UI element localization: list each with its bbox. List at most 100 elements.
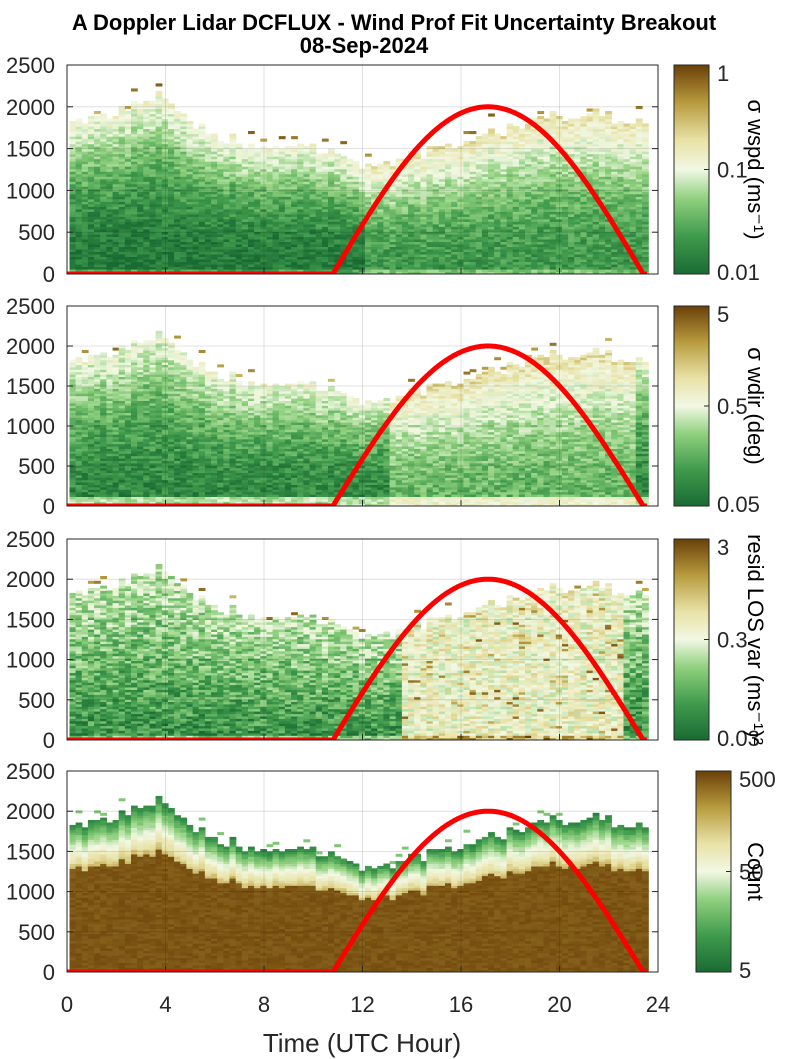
- heatmap-cell: [463, 131, 471, 135]
- heatmap-cell: [481, 213, 489, 217]
- heatmap-cell: [309, 181, 317, 185]
- heatmap-cell: [118, 163, 126, 167]
- heatmap-cell: [241, 238, 249, 242]
- heatmap-cell: [346, 158, 354, 162]
- heatmap-cell: [383, 166, 391, 170]
- heatmap-cell: [611, 216, 618, 220]
- heatmap-cell: [174, 218, 181, 222]
- heatmap-cell: [161, 146, 169, 150]
- heatmap-cell: [223, 146, 231, 150]
- heatmap-cell: [168, 103, 175, 107]
- heatmap-cell: [69, 223, 77, 227]
- heatmap-cell: [481, 196, 489, 200]
- heatmap-cell: [131, 178, 138, 182]
- heatmap-cell: [481, 228, 489, 232]
- heatmap-cell: [500, 221, 508, 225]
- heatmap-cell: [254, 216, 261, 220]
- heatmap-cell: [598, 259, 606, 263]
- heatmap-cell: [87, 176, 95, 180]
- heatmap-cell: [143, 188, 151, 192]
- heatmap-cell: [500, 266, 508, 270]
- heatmap-cell: [371, 241, 378, 245]
- heatmap-cell: [408, 178, 415, 182]
- heatmap-cell: [383, 173, 391, 177]
- heatmap-cell: [137, 191, 144, 195]
- heatmap-cell: [438, 148, 446, 152]
- heatmap-cell: [112, 196, 120, 200]
- heatmap-cell: [297, 218, 304, 222]
- heatmap-cell: [574, 181, 582, 185]
- heatmap-cell: [445, 186, 452, 190]
- heatmap-cell: [278, 203, 286, 207]
- heatmap-cell: [254, 171, 261, 175]
- heatmap-cell: [586, 208, 594, 212]
- heatmap-cell: [174, 118, 181, 122]
- heatmap-cell: [334, 231, 341, 235]
- heatmap-cell: [161, 131, 169, 135]
- heatmap-cell: [309, 163, 317, 167]
- heatmap-cell: [457, 201, 465, 205]
- heatmap-cell: [562, 213, 569, 217]
- heatmap-cell: [543, 251, 551, 255]
- heatmap-cell: [131, 113, 138, 117]
- heatmap-cell: [137, 126, 144, 130]
- heatmap-cell: [568, 248, 575, 252]
- heatmap-cell: [149, 143, 157, 147]
- heatmap-cell: [605, 208, 612, 212]
- heatmap-cell: [592, 148, 600, 152]
- heatmap-cell: [562, 238, 569, 242]
- heatmap-cell: [377, 231, 385, 235]
- heatmap-cell: [124, 111, 132, 115]
- heatmap-cell: [562, 128, 569, 132]
- heatmap-cell: [408, 176, 415, 180]
- heatmap-cell: [75, 166, 83, 170]
- heatmap-cell: [555, 228, 563, 232]
- heatmap-cell: [241, 251, 249, 255]
- heatmap-cell: [321, 166, 329, 170]
- heatmap-cell: [112, 253, 120, 257]
- heatmap-cell: [592, 218, 600, 222]
- heatmap-cell: [291, 221, 298, 225]
- heatmap-cell: [303, 238, 311, 242]
- heatmap-cell: [438, 271, 446, 274]
- heatmap-cell: [248, 269, 255, 273]
- heatmap-cell: [143, 203, 151, 207]
- heatmap-cell: [321, 248, 329, 252]
- heatmap-cell: [605, 223, 612, 227]
- heatmap-cell: [562, 193, 569, 197]
- heatmap-cell: [223, 261, 231, 265]
- heatmap-cell: [137, 221, 144, 225]
- heatmap-cell: [75, 146, 83, 150]
- heatmap-cell: [500, 269, 508, 273]
- heatmap-cell: [605, 123, 612, 127]
- heatmap-cell: [309, 183, 317, 187]
- heatmap-cell: [168, 146, 175, 150]
- heatmap-cell: [223, 158, 231, 162]
- heatmap-cell: [562, 261, 569, 265]
- heatmap-cell: [586, 121, 594, 125]
- heatmap-cell: [291, 136, 298, 140]
- heatmap-cell: [408, 191, 415, 195]
- heatmap-cell: [574, 133, 582, 137]
- heatmap-cell: [180, 256, 188, 260]
- heatmap-cell: [494, 226, 501, 230]
- heatmap-cell: [525, 243, 532, 247]
- heatmap-cell: [137, 201, 144, 205]
- heatmap-cell: [611, 206, 618, 210]
- heatmap-cell: [174, 201, 181, 205]
- heatmap-cell: [377, 163, 385, 167]
- heatmap-cell: [481, 138, 489, 142]
- heatmap-cell: [94, 191, 101, 195]
- heatmap-cell: [248, 246, 255, 250]
- heatmap-cell: [494, 193, 501, 197]
- heatmap-cell: [580, 261, 588, 265]
- heatmap-cell: [371, 261, 378, 265]
- heatmap-cell: [69, 138, 77, 142]
- heatmap-cell: [371, 251, 378, 255]
- heatmap-cell: [451, 233, 458, 237]
- heatmap-cell: [211, 171, 218, 175]
- heatmap-cell: [75, 168, 83, 172]
- heatmap-cell: [69, 121, 77, 125]
- heatmap-cell: [512, 183, 520, 187]
- heatmap-cell: [168, 106, 175, 110]
